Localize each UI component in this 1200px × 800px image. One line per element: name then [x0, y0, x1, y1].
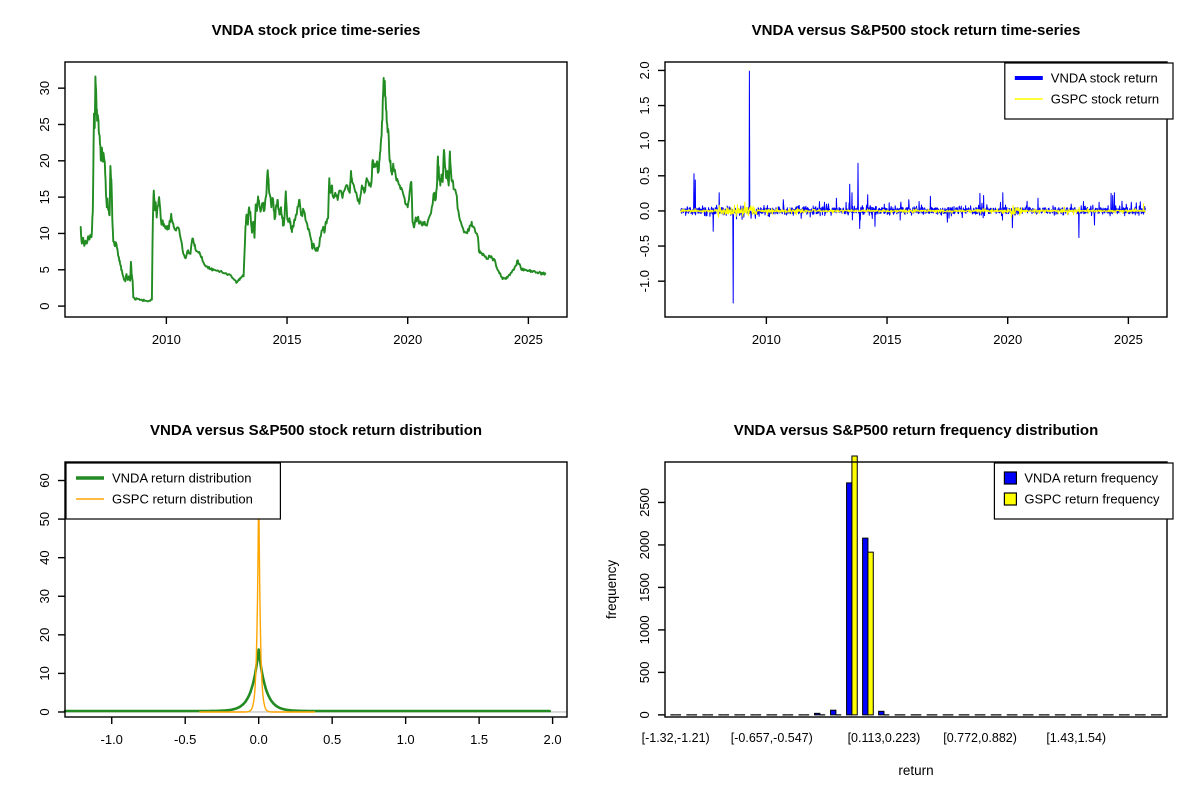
y-tick-label: 30 — [37, 81, 52, 95]
y-tick-label: 2.0 — [637, 61, 652, 79]
y-tick-label: 0.5 — [637, 167, 652, 185]
vnda-frequency-bar — [846, 482, 853, 716]
y-tick-label: 0 — [37, 302, 52, 309]
legend-label: VNDA return frequency — [1024, 471, 1158, 486]
y-tick-label: 10 — [37, 226, 52, 240]
y-tick-label: 500 — [637, 662, 652, 684]
legend-label: GSPC stock return — [1051, 92, 1159, 107]
y-tick-label: 60 — [37, 473, 52, 487]
legend-box — [993, 462, 1174, 520]
legend-label: VNDA return distribution — [112, 471, 251, 486]
y-tick-label: 1.0 — [637, 132, 652, 150]
y-tick-label: -1.0 — [637, 270, 652, 292]
plot-box — [64, 61, 568, 318]
legend-box — [65, 462, 281, 520]
price-line — [79, 75, 547, 303]
x-tick-label: 0.0 — [250, 732, 268, 747]
vnda-frequency-bar — [878, 710, 885, 716]
x-bin-label: [-1.32,-1.21) — [642, 731, 710, 745]
vnda-density-curve — [63, 648, 552, 713]
legend-label: VNDA stock return — [1051, 71, 1158, 86]
legend-swatch-square — [1003, 471, 1017, 485]
plot-box — [664, 61, 1168, 318]
return-timeseries-plot: 2010 2015 2020 2025 -1.0 -0.5 0.0 0.5 1.0 1.5 2.0 V… — [637, 61, 1174, 347]
x-tick-label: 2.0 — [544, 732, 562, 747]
chart-title: VNDA versus S&P500 stock return time-ser… — [751, 22, 1081, 39]
plot-box — [664, 461, 1168, 718]
x-bin-label: [0.113,0.223) — [848, 731, 921, 745]
x-tick-label: -1.0 — [101, 732, 123, 747]
legend-swatch-square — [1003, 492, 1017, 506]
chart-title: VNDA stock price time-series — [211, 22, 421, 39]
vnda-frequency-bar — [862, 537, 869, 716]
chart-title: VNDA versus S&P500 return frequency dist… — [733, 422, 1099, 439]
y-tick-label: 20 — [37, 628, 52, 642]
gspc-frequency-bar — [851, 455, 858, 716]
x-tick-label: -0.5 — [174, 732, 196, 747]
y-tick-label: -0.5 — [637, 235, 652, 257]
x-tick-label: 1.0 — [397, 732, 415, 747]
return-distribution-plot: -1.0 -0.5 0.0 0.5 1.0 1.5 2.0 0 10 20 30 40 50 60 VNDA… — [37, 461, 568, 747]
y-tick-label: 30 — [37, 589, 52, 603]
y-tick-label: 0.0 — [637, 202, 652, 220]
x-tick-label: 2025 — [514, 332, 543, 347]
panel-price-timeseries: VNDA stock price time-series 2010 2015 202… — [0, 0, 600, 400]
legend-box — [1004, 62, 1174, 120]
x-tick-label: 0.5 — [323, 732, 341, 747]
legend: VNDA return frequency GSPC return frequen… — [993, 462, 1174, 520]
y-tick-label: 2500 — [637, 488, 652, 517]
panel-return-frequency: VNDA versus S&P500 return frequency dist… — [600, 400, 1200, 800]
y-tick-label: 2000 — [637, 530, 652, 559]
x-tick-label: 2020 — [993, 332, 1022, 347]
legend-label: GSPC return distribution — [112, 492, 253, 507]
panel-return-timeseries: VNDA versus S&P500 stock return time-ser… — [600, 0, 1200, 400]
x-bin-label: [-0.657,-0.547) — [731, 731, 813, 745]
y-tick-label: 15 — [37, 190, 52, 204]
y-tick-label: 1.5 — [637, 97, 652, 115]
x-tick-label: 2025 — [1114, 332, 1143, 347]
x-tick-label: 2010 — [152, 332, 181, 347]
x-axis-label: return — [898, 763, 933, 778]
legend-label: GSPC return frequency — [1024, 492, 1160, 507]
x-tick-label: 2015 — [273, 332, 302, 347]
gspc-return-line — [680, 201, 1146, 218]
x-tick-label: 2015 — [873, 332, 902, 347]
vnda-frequency-bar — [814, 712, 821, 716]
y-tick-label: 1000 — [637, 615, 652, 644]
x-tick-label: 2020 — [393, 332, 422, 347]
plot-box — [64, 461, 568, 718]
legend: VNDA return distribution GSPC return dist… — [65, 462, 281, 520]
panel-return-distribution: VNDA versus S&P500 stock return distribu… — [0, 400, 600, 800]
y-tick-label: 1500 — [637, 573, 652, 602]
x-tick-label: 1.5 — [470, 732, 488, 747]
y-tick-label: 20 — [37, 154, 52, 168]
y-tick-label: 0 — [637, 711, 652, 718]
y-tick-label: 0 — [37, 708, 52, 715]
return-frequency-plot: 0 500 1000 1500 2000 2500 [-1.32,-1.21) [-0.657… — [604, 455, 1174, 778]
y-tick-label: 10 — [37, 666, 52, 680]
y-tick-label: 25 — [37, 117, 52, 131]
legend: VNDA stock return GSPC stock return — [1004, 62, 1174, 120]
x-bin-label: [1.43,1.54) — [1046, 731, 1106, 745]
x-bin-label: [0.772,0.882) — [943, 731, 1017, 745]
y-tick-label: 5 — [37, 266, 52, 273]
gspc-frequency-bar — [867, 551, 874, 716]
x-tick-label: 2010 — [752, 332, 781, 347]
y-tick-label: 50 — [37, 512, 52, 526]
vnda-frequency-bar — [830, 709, 837, 716]
y-axis-label: frequency — [604, 560, 619, 620]
chart-title: VNDA versus S&P500 stock return distribu… — [149, 422, 483, 439]
y-tick-label: 40 — [37, 550, 52, 564]
